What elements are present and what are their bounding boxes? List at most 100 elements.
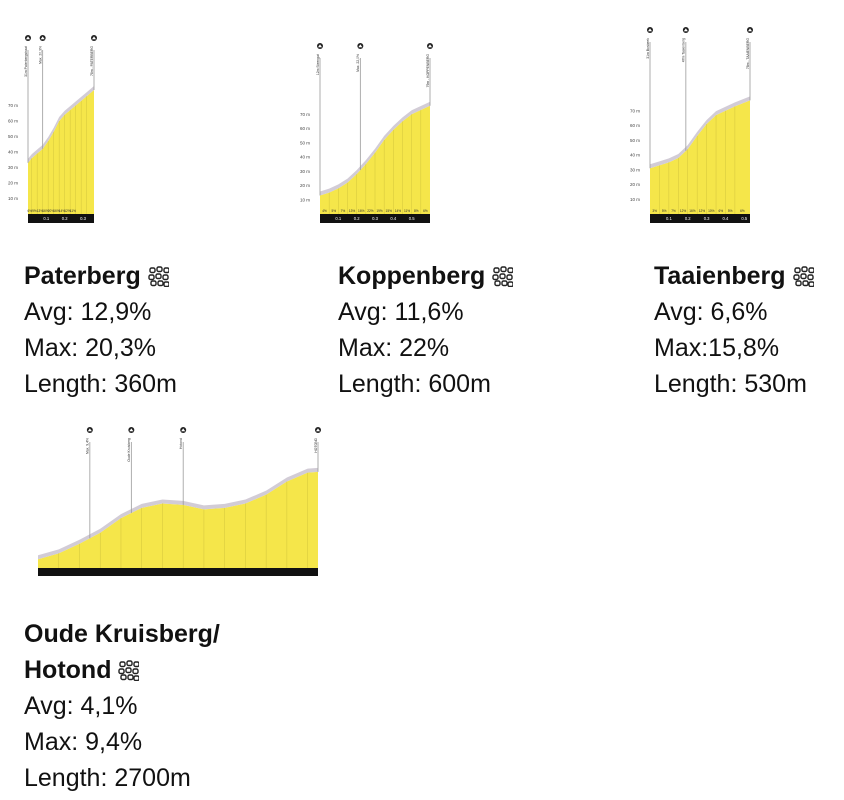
marker-label: 12m Steengat bbox=[316, 54, 320, 75]
segment-grade-label: 11% bbox=[404, 209, 410, 213]
climb-triangle-icon bbox=[181, 428, 186, 432]
segment-grade-label: 14% bbox=[395, 209, 402, 213]
distance-bar bbox=[28, 214, 94, 223]
segment-grade-label: 9% bbox=[32, 209, 37, 213]
elevation-band bbox=[38, 467, 318, 560]
climb-triangle-icon bbox=[129, 428, 134, 432]
segment-grade-label: 8% bbox=[414, 209, 419, 213]
max-grade: Max:15,8% bbox=[654, 334, 780, 362]
y-tick-label: 20 m bbox=[630, 182, 640, 187]
y-tick-label: 70 m bbox=[8, 103, 18, 108]
segment-grade-label: 3% bbox=[652, 209, 657, 213]
climb-triangle-icon bbox=[648, 28, 652, 32]
climb-triangle-icon bbox=[40, 36, 45, 40]
marker-label: 31m Bosbeek bbox=[646, 38, 650, 59]
x-tick-label: 0.5 bbox=[409, 216, 415, 221]
climb-triangle-icon bbox=[428, 44, 432, 48]
y-tick-label: 20 m bbox=[300, 183, 310, 188]
cobble-stone-5 bbox=[162, 274, 169, 281]
segment-grade-label: 11% bbox=[70, 209, 76, 213]
climb-triangle-icon bbox=[316, 428, 320, 432]
cobble-stone-5 bbox=[132, 668, 140, 675]
marker-label: 78m - TAAIENBERG bbox=[746, 38, 750, 70]
y-tick-label: 60 m bbox=[630, 123, 640, 128]
y-tick-label: 20 m bbox=[8, 181, 18, 186]
climb-title-line2: Hotond bbox=[24, 656, 112, 684]
climb-triangle-icon bbox=[87, 428, 92, 432]
y-tick-label: 60 m bbox=[8, 119, 18, 124]
segment-grade-label: 16% bbox=[689, 209, 696, 213]
segment-grade-label: 16% bbox=[42, 209, 49, 213]
climb-triangle-icon bbox=[683, 28, 688, 32]
x-tick-label: 0.2 bbox=[354, 216, 360, 221]
climb-triangle-icon bbox=[318, 44, 322, 48]
y-tick-label: 30 m bbox=[630, 167, 640, 172]
x-tick-label: 0.5 bbox=[741, 216, 747, 221]
marker-label: Max. 9,4% bbox=[86, 438, 90, 454]
cobblestone-icon bbox=[492, 266, 514, 287]
climb-name-line1: Oude Kruisberg/ bbox=[24, 616, 220, 652]
y-tick-label: 40 m bbox=[300, 155, 310, 160]
cobble-stone-1 bbox=[156, 266, 163, 273]
segment-grade-label: 5% bbox=[728, 209, 733, 213]
segment-grade-label: 6% bbox=[718, 209, 723, 213]
max-grade: Max: 20,3% bbox=[24, 334, 157, 362]
marker-label: Max. 20,3% bbox=[38, 46, 42, 64]
segment-grade-label: 7% bbox=[341, 209, 346, 213]
marker-label: 47m Taaienberg bbox=[682, 38, 686, 62]
cobble-stone-4 bbox=[155, 273, 162, 280]
cobble-stone-4 bbox=[799, 273, 807, 280]
avg-grade: Avg: 12,9% bbox=[24, 298, 152, 326]
x-tick-label: 0.2 bbox=[62, 216, 68, 221]
segment-grade-label: 15% bbox=[386, 209, 393, 213]
cobble-stone-0 bbox=[119, 661, 127, 668]
avg-grade: Avg: 4,1% bbox=[24, 692, 138, 720]
cobble-stone-8 bbox=[507, 281, 514, 287]
y-tick-label: 30 m bbox=[8, 165, 18, 170]
kruisberg-hotond-profile-chart: Max. 9,4% Oude Kruisberg Hotond HOTOND bbox=[18, 420, 328, 585]
climb-title: Taaienberg bbox=[654, 262, 786, 290]
elevation-band bbox=[650, 96, 750, 169]
paterberg-stats: Paterberg Avg: 12,9% Max: 20,3% Length: … bbox=[24, 258, 177, 402]
segment-grade-label: 14% bbox=[59, 209, 66, 213]
segment-grade-label: 7% bbox=[671, 209, 676, 213]
cobble-stone-0 bbox=[493, 267, 500, 274]
climb-length: Length: 600m bbox=[338, 370, 491, 398]
max-grade: Max: 22% bbox=[338, 334, 450, 362]
cobble-stone-1 bbox=[500, 266, 507, 273]
segment-grade-label: 19% bbox=[376, 209, 383, 213]
segment-grade-label: 22% bbox=[367, 209, 374, 213]
x-tick-label: 0.3 bbox=[704, 216, 710, 221]
y-tick-label: 30 m bbox=[300, 169, 310, 174]
climb-triangle-icon bbox=[358, 44, 363, 48]
y-tick-label: 50 m bbox=[300, 140, 310, 145]
cobble-stone-2 bbox=[507, 267, 514, 274]
x-tick-label: 0.4 bbox=[390, 216, 396, 221]
cobble-stone-7 bbox=[127, 674, 135, 681]
segment-grade-label: 10% bbox=[708, 209, 715, 213]
marker-label: 79m - KOPPENBERG bbox=[426, 54, 430, 88]
marker-label: 78m - PATERBERG bbox=[90, 46, 94, 76]
kruisberg-hotond-profile-svg: Max. 9,4% Oude Kruisberg Hotond HOTOND bbox=[38, 427, 321, 576]
cobble-stone-3 bbox=[148, 274, 155, 281]
cobble-stone-1 bbox=[800, 266, 808, 273]
max-grade: Max: 9,4% bbox=[24, 728, 143, 756]
climb-length: Length: 2700m bbox=[24, 764, 191, 792]
cobble-stone-3 bbox=[492, 274, 499, 281]
y-tick-label: 40 m bbox=[630, 153, 640, 158]
cobble-stone-6 bbox=[150, 280, 157, 287]
x-tick-label: 0.3 bbox=[80, 216, 86, 221]
taaienberg-profile-chart: 10 m 20 m 30 m 40 m 50 m 60 m 70 m 3% 5% 7% 12% 16%… bbox=[614, 18, 759, 223]
climb-title: Paterberg bbox=[24, 262, 141, 290]
elevation-area bbox=[28, 90, 94, 214]
paterberg-profile-svg: 10 m20 m30 m40 m50 m60 m70 m6% 9% 13% 16% 20… bbox=[8, 35, 97, 223]
climb-title-line1: Oude Kruisberg/ bbox=[24, 620, 220, 648]
cobble-stone-8 bbox=[807, 281, 814, 287]
climb-length: Length: 530m bbox=[654, 370, 807, 398]
cobble-stone-4 bbox=[125, 667, 133, 674]
avg-grade: Avg: 6,6% bbox=[654, 298, 768, 326]
cobble-stone-6 bbox=[494, 280, 501, 287]
marker-label: HOTOND bbox=[314, 437, 318, 452]
climb-length: Length: 360m bbox=[24, 370, 177, 398]
segment-grade-label: 20% bbox=[48, 209, 55, 213]
